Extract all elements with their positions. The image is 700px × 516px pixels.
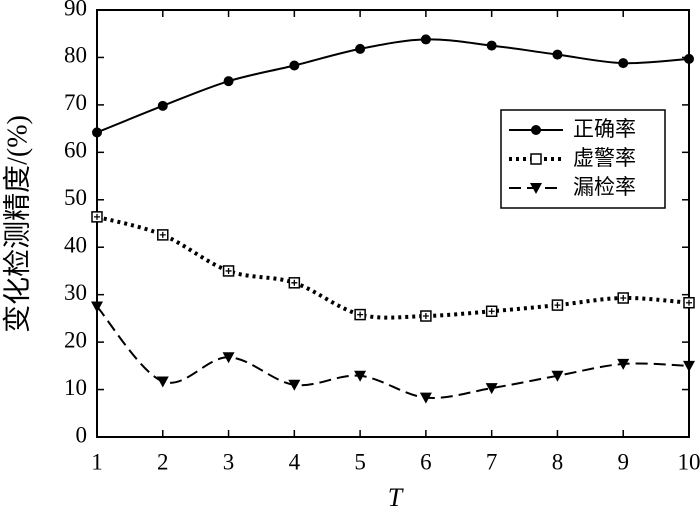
marker — [355, 43, 366, 54]
x-tick-label: 5 — [354, 449, 366, 474]
x-tick-label: 1 — [91, 449, 103, 474]
marker-plus — [94, 213, 100, 220]
legend-marker — [531, 125, 541, 135]
marker — [552, 49, 563, 60]
marker — [617, 292, 629, 304]
y-tick-label: 50 — [64, 185, 87, 210]
legend-label: 正确率 — [573, 117, 636, 141]
marker-plus — [620, 294, 627, 301]
series-line — [96, 305, 690, 399]
marker — [551, 299, 564, 311]
marker — [551, 370, 564, 382]
marker — [683, 296, 695, 309]
y-tick-label: 60 — [64, 138, 87, 163]
marker-plus — [159, 231, 166, 238]
marker — [354, 308, 366, 321]
marker-plus — [554, 302, 561, 309]
series-line — [96, 214, 690, 320]
x-tick-label: 8 — [552, 449, 564, 474]
marker — [157, 229, 169, 241]
x-tick-label: 9 — [617, 449, 629, 474]
y-tick-label: 0 — [76, 422, 88, 447]
marker-plus — [291, 279, 298, 286]
marker-plus — [488, 308, 495, 315]
x-tick-label: 2 — [157, 449, 169, 474]
legend-marker — [530, 183, 542, 194]
legend-label: 虚警率 — [573, 146, 636, 170]
x-axis-label: T — [388, 483, 404, 512]
marker — [485, 383, 498, 395]
marker — [683, 360, 695, 372]
marker — [617, 358, 630, 370]
marker — [223, 76, 234, 87]
marker-plus — [225, 267, 232, 274]
marker — [486, 40, 497, 51]
marker-plus — [357, 311, 364, 318]
y-tick-label: 70 — [64, 90, 87, 115]
x-tick-label: 7 — [486, 449, 498, 474]
marker — [288, 379, 301, 391]
marker — [92, 127, 102, 138]
y-tick-label: 80 — [64, 43, 87, 68]
marker — [222, 352, 235, 364]
marker — [156, 376, 169, 388]
plot-frame — [96, 9, 690, 438]
marker — [289, 60, 300, 71]
marker — [288, 277, 301, 289]
x-tick-label: 6 — [420, 449, 432, 474]
legend-box — [500, 109, 666, 209]
marker — [91, 211, 103, 223]
marker — [420, 310, 432, 322]
y-tick-label: 30 — [64, 280, 87, 305]
marker — [354, 370, 367, 382]
legend-label: 漏检率 — [573, 175, 636, 199]
marker — [157, 100, 168, 111]
x-tick-label: 3 — [223, 449, 235, 474]
marker — [222, 265, 235, 277]
legend-marker — [530, 153, 542, 165]
y-axis-label: 变化检测精度/(%) — [1, 115, 33, 333]
y-tick-label: 10 — [64, 375, 87, 400]
marker — [420, 34, 431, 45]
series-line — [96, 38, 690, 134]
marker — [618, 58, 629, 69]
x-tick-label: 4 — [289, 449, 301, 474]
y-tick-label: 20 — [64, 327, 87, 352]
marker — [419, 392, 432, 404]
y-tick-label: 40 — [64, 233, 87, 258]
marker — [91, 301, 103, 313]
marker-plus — [686, 299, 692, 306]
y-tick-label: 90 — [64, 0, 87, 20]
marker-plus — [422, 313, 429, 320]
x-tick-label: 10 — [678, 449, 700, 474]
marker — [684, 53, 694, 64]
marker — [485, 305, 498, 318]
